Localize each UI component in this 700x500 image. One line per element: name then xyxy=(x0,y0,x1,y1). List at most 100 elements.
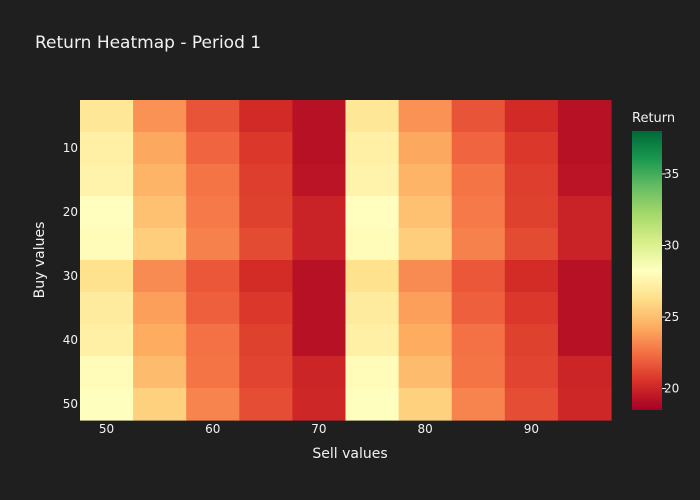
heatmap-cell[interactable]: 90, 35: 20.7 xyxy=(504,292,559,325)
heatmap-cell[interactable]: 95, 45: 20 xyxy=(557,356,612,389)
heatmap-cell[interactable]: 90, 40: 21 xyxy=(504,324,559,357)
heatmap-cell[interactable]: 75, 40: 27.3 xyxy=(345,324,400,357)
heatmap-cell[interactable]: 95, 20: 19.9 xyxy=(557,196,612,229)
heatmap-cell[interactable]: 55, 20: 25.1 xyxy=(133,196,187,229)
heatmap-cell[interactable]: 75, 5: 26.8 xyxy=(345,100,400,133)
heatmap-cell[interactable]: 50, 25: 28 xyxy=(80,228,134,261)
heatmap-cell[interactable]: 65, 30: 20.3 xyxy=(239,260,293,293)
heatmap-cell[interactable]: 60, 15: 22.6 xyxy=(186,164,240,197)
heatmap-cell[interactable]: 55, 5: 23.5 xyxy=(133,100,187,133)
heatmap-cell[interactable]: 85, 40: 22.5 xyxy=(451,324,506,357)
heatmap-cell[interactable]: 95, 30: 19.2 xyxy=(557,260,612,293)
heatmap-cell[interactable]: 75, 35: 27 xyxy=(345,292,400,325)
heatmap-cell[interactable]: 75, 15: 27.5 xyxy=(345,164,400,197)
heatmap-cell[interactable]: 90, 15: 20.9 xyxy=(504,164,559,197)
heatmap-cell[interactable]: 95, 50: 20.1 xyxy=(557,388,612,421)
heatmap-cell[interactable]: 75, 25: 28 xyxy=(345,228,400,261)
heatmap-cell[interactable]: 90, 5: 20.2 xyxy=(504,100,559,133)
heatmap-cell[interactable]: 55, 45: 24.9 xyxy=(133,356,187,389)
heatmap-cell[interactable]: 55, 30: 23.3 xyxy=(133,260,187,293)
heatmap-cell[interactable]: 55, 40: 24.3 xyxy=(133,324,187,357)
heatmap-cell[interactable]: 70, 5: 19.2 xyxy=(292,100,347,133)
heatmap-cell[interactable]: 95, 15: 19.3 xyxy=(557,164,612,197)
heatmap-cell[interactable]: 70, 45: 20 xyxy=(292,356,347,389)
heatmap-cell[interactable]: 90, 30: 20.3 xyxy=(504,260,559,293)
heatmap-cell[interactable]: 85, 35: 22 xyxy=(451,292,506,325)
heatmap-cell[interactable]: 50, 50: 28.3 xyxy=(80,388,134,421)
heatmap-cell[interactable]: 90, 10: 20.7 xyxy=(504,132,559,165)
heatmap-cell[interactable]: 50, 20: 28.2 xyxy=(80,196,134,229)
heatmap-cell[interactable]: 90, 50: 21.4 xyxy=(504,388,559,421)
heatmap-cell[interactable]: 85, 25: 23 xyxy=(451,228,506,261)
heatmap-cell[interactable]: 75, 50: 28.3 xyxy=(345,388,400,421)
heatmap-cell[interactable]: 55, 10: 24.2 xyxy=(133,132,187,165)
heatmap-cell[interactable]: 80, 35: 23.9 xyxy=(398,292,453,325)
heatmap-cell[interactable]: 65, 5: 20.2 xyxy=(239,100,293,133)
heatmap-cell[interactable]: 75, 45: 28 xyxy=(345,356,400,389)
heatmap-cell[interactable]: 55, 50: 25.7 xyxy=(133,388,187,421)
heatmap-cell[interactable]: 65, 25: 21.3 xyxy=(239,228,293,261)
heatmap-cell[interactable]: 80, 10: 24.2 xyxy=(398,132,453,165)
heatmap-cell[interactable]: 85, 15: 22.6 xyxy=(451,164,506,197)
heatmap-cell[interactable]: 65, 10: 20.7 xyxy=(239,132,293,165)
heatmap-cell[interactable]: 70, 30: 19.2 xyxy=(292,260,347,293)
heatmap-cell[interactable]: 60, 30: 21.7 xyxy=(186,260,240,293)
heatmap-cell[interactable]: 85, 20: 22.8 xyxy=(451,196,506,229)
heatmap-cell[interactable]: 80, 5: 23.5 xyxy=(398,100,453,133)
heatmap-cell[interactable]: 55, 25: 25.6 xyxy=(133,228,187,261)
heatmap-cell[interactable]: 80, 40: 24.3 xyxy=(398,324,453,357)
heatmap-cell[interactable]: 55, 15: 24.6 xyxy=(133,164,187,197)
heatmap-cell[interactable]: 60, 25: 23 xyxy=(186,228,240,261)
heatmap-cell[interactable]: 55, 35: 23.9 xyxy=(133,292,187,325)
heatmap-cell[interactable]: 90, 20: 21 xyxy=(504,196,559,229)
heatmap-cell[interactable]: 85, 50: 23.1 xyxy=(451,388,506,421)
heatmap-cell[interactable]: 95, 5: 19.2 xyxy=(557,100,612,133)
heatmap-cell[interactable]: 60, 40: 22.5 xyxy=(186,324,240,357)
heatmap-cell[interactable]: 60, 5: 21.6 xyxy=(186,100,240,133)
heatmap-cell[interactable]: 60, 20: 22.8 xyxy=(186,196,240,229)
heatmap-cell[interactable]: 60, 35: 22 xyxy=(186,292,240,325)
heatmap-cell[interactable]: 80, 50: 25.7 xyxy=(398,388,453,421)
heatmap-cell[interactable]: 70, 25: 19.9 xyxy=(292,228,347,261)
heatmap-cell[interactable]: 50, 30: 26.4 xyxy=(80,260,134,293)
heatmap-cell[interactable]: 95, 40: 19.2 xyxy=(557,324,612,357)
heatmap-cell[interactable]: 85, 30: 21.7 xyxy=(451,260,506,293)
heatmap-cell[interactable]: 65, 20: 21 xyxy=(239,196,293,229)
heatmap-cell[interactable]: 70, 35: 19.2 xyxy=(292,292,347,325)
heatmap-cell[interactable]: 65, 15: 20.9 xyxy=(239,164,293,197)
heatmap-cell[interactable]: 80, 25: 25.6 xyxy=(398,228,453,261)
heatmap-cell[interactable]: 50, 15: 27.5 xyxy=(80,164,134,197)
heatmap-cell[interactable]: 60, 10: 22.1 xyxy=(186,132,240,165)
heatmap-cell[interactable]: 95, 25: 19.9 xyxy=(557,228,612,261)
heatmap-cell[interactable]: 85, 10: 22.1 xyxy=(451,132,506,165)
heatmap-cell[interactable]: 70, 50: 20.1 xyxy=(292,388,347,421)
heatmap-cell[interactable]: 70, 40: 19.2 xyxy=(292,324,347,357)
heatmap-cell[interactable]: 65, 35: 20.7 xyxy=(239,292,293,325)
heatmap-cell[interactable]: 70, 20: 19.9 xyxy=(292,196,347,229)
heatmap-cell[interactable]: 85, 5: 21.6 xyxy=(451,100,506,133)
heatmap-cell[interactable]: 75, 10: 27.3 xyxy=(345,132,400,165)
heatmap-cell[interactable]: 50, 5: 26.8 xyxy=(80,100,134,133)
heatmap-cell[interactable]: 95, 10: 19.2 xyxy=(557,132,612,165)
heatmap-cell[interactable]: 60, 45: 22.6 xyxy=(186,356,240,389)
heatmap-cell[interactable]: 90, 25: 21.3 xyxy=(504,228,559,261)
heatmap-cell[interactable]: 50, 40: 27.3 xyxy=(80,324,134,357)
heatmap-cell[interactable]: 95, 35: 19.2 xyxy=(557,292,612,325)
heatmap-cell[interactable]: 60, 50: 23.1 xyxy=(186,388,240,421)
heatmap-cell[interactable]: 85, 45: 22.6 xyxy=(451,356,506,389)
heatmap-cell[interactable]: 80, 45: 24.9 xyxy=(398,356,453,389)
heatmap-cell[interactable]: 80, 15: 24.6 xyxy=(398,164,453,197)
heatmap-cell[interactable]: 50, 45: 28 xyxy=(80,356,134,389)
heatmap-cell[interactable]: 50, 35: 27 xyxy=(80,292,134,325)
heatmap-cell[interactable]: 65, 50: 21.4 xyxy=(239,388,293,421)
heatmap-cell[interactable]: 70, 15: 19.3 xyxy=(292,164,347,197)
heatmap-cell[interactable]: 70, 10: 19.2 xyxy=(292,132,347,165)
heatmap-cell[interactable]: 65, 45: 21.1 xyxy=(239,356,293,389)
heatmap-cell[interactable]: 75, 30: 26.4 xyxy=(345,260,400,293)
heatmap-cell[interactable]: 50, 10: 27.3 xyxy=(80,132,134,165)
heatmap-cell[interactable]: 90, 45: 21.1 xyxy=(504,356,559,389)
heatmap-cell[interactable]: 75, 20: 28.2 xyxy=(345,196,400,229)
heatmap-cell[interactable]: 80, 20: 25.1 xyxy=(398,196,453,229)
heatmap-cell[interactable]: 65, 40: 21 xyxy=(239,324,293,357)
